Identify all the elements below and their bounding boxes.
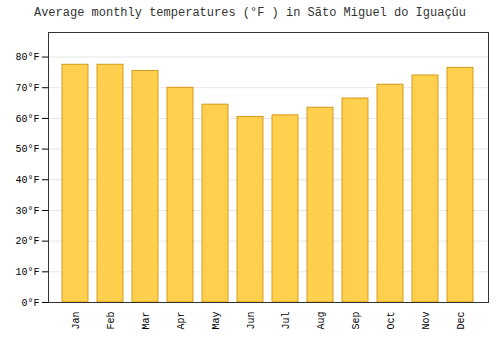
svg-text:Sep: Sep [351, 312, 362, 330]
svg-text:60°F: 60°F [15, 114, 39, 125]
svg-text:Aug: Aug [316, 312, 327, 330]
svg-text:50°F: 50°F [15, 144, 39, 155]
svg-text:70°F: 70°F [15, 83, 39, 94]
svg-text:Mar: Mar [141, 312, 152, 330]
svg-text:20°F: 20°F [15, 236, 39, 247]
svg-text:Nov: Nov [421, 312, 432, 330]
svg-text:40°F: 40°F [15, 175, 39, 186]
svg-text:Apr: Apr [176, 312, 187, 330]
svg-text:Oct: Oct [386, 312, 397, 330]
svg-text:30°F: 30°F [15, 206, 39, 217]
svg-text:Dec: Dec [456, 312, 467, 330]
svg-text:Feb: Feb [106, 312, 117, 330]
svg-text:10°F: 10°F [15, 267, 39, 278]
svg-text:0°F: 0°F [21, 298, 39, 309]
svg-text:80°F: 80°F [15, 52, 39, 63]
svg-text:Jan: Jan [71, 312, 82, 330]
svg-text:May: May [211, 312, 222, 330]
svg-text:Jul: Jul [281, 312, 292, 330]
html-text:Average monthly temperatures (: Average monthly temperatures (°F ) in Sã… [34, 6, 466, 20]
svg-text:Jun: Jun [246, 312, 257, 330]
